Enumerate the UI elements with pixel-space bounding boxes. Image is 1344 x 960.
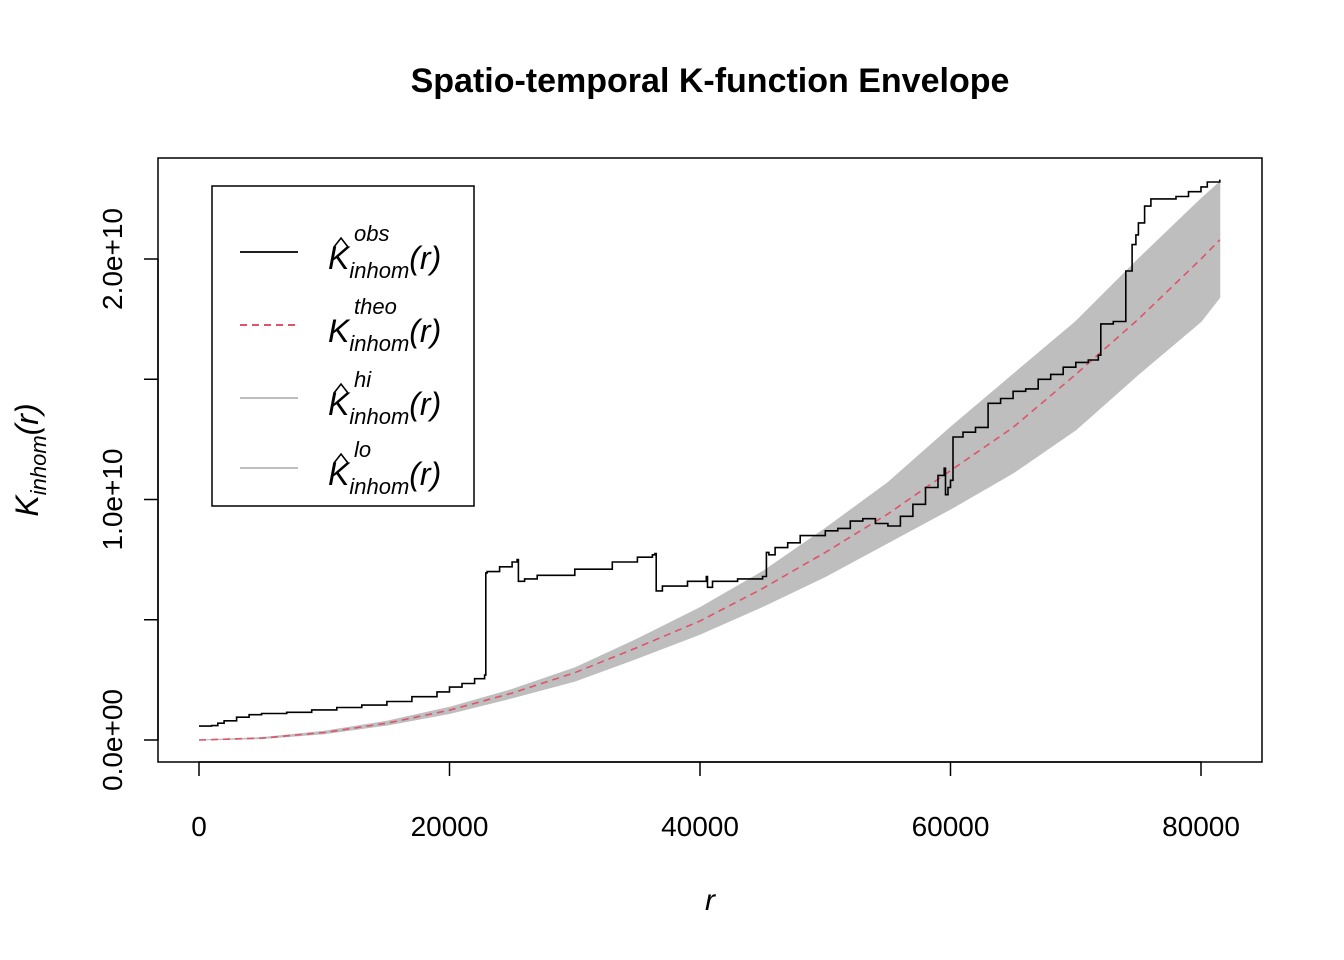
x-tick-label: 60000 <box>912 811 990 842</box>
y-tick-label: 2.0e+10 <box>97 208 128 310</box>
y-tick-label: 1.0e+10 <box>97 449 128 551</box>
legend-label-sup: lo <box>354 437 371 462</box>
legend-label: Kinhom(r) <box>328 313 441 356</box>
legend-entry: Kinhom(r)lo <box>240 437 441 499</box>
x-tick-label: 0 <box>191 811 207 842</box>
x-tick-label: 20000 <box>411 811 489 842</box>
plot-area <box>198 179 1221 741</box>
legend-label-sup: hi <box>354 367 372 392</box>
y-axis-label-arg: (r) <box>9 403 45 435</box>
y-axis-label-sub: inhom <box>26 435 51 495</box>
hat-icon <box>333 382 349 394</box>
legend-label: Kinhom(r) <box>328 456 441 499</box>
legend-entry: Kinhom(r)theo <box>240 294 441 356</box>
hat-icon <box>333 236 349 248</box>
y-axis-label: Kinhom(r) <box>9 403 51 516</box>
svg-text:Kinhom(r): Kinhom(r) <box>9 403 51 516</box>
envelope-band <box>198 180 1221 741</box>
hat-icon <box>333 452 349 464</box>
legend: Kinhom(r)obsKinhom(r)theoKinhom(r)hiKinh… <box>211 185 475 507</box>
legend-label-sup: obs <box>354 221 389 246</box>
y-tick-label: 0.0e+00 <box>97 689 128 791</box>
x-axis-label: r <box>705 884 716 917</box>
x-tick-label: 40000 <box>661 811 739 842</box>
y-axis: 0.0e+00 1.0e+10 2.0e+10 <box>97 208 159 791</box>
x-axis: 0 20000 40000 60000 80000 <box>191 761 1240 842</box>
legend-label: Kinhom(r) <box>328 386 441 429</box>
legend-entry: Kinhom(r)obs <box>240 221 441 283</box>
obs-line <box>199 179 1221 727</box>
legend-label-sup: theo <box>354 294 397 319</box>
theo-line <box>198 239 1221 741</box>
legend-entry: Kinhom(r)hi <box>240 367 441 429</box>
x-tick-label: 80000 <box>1162 811 1240 842</box>
y-axis-label-base: K <box>9 494 45 517</box>
legend-label: Kinhom(r) <box>328 240 441 283</box>
chart-title: Spatio-temporal K-function Envelope <box>411 62 1010 100</box>
